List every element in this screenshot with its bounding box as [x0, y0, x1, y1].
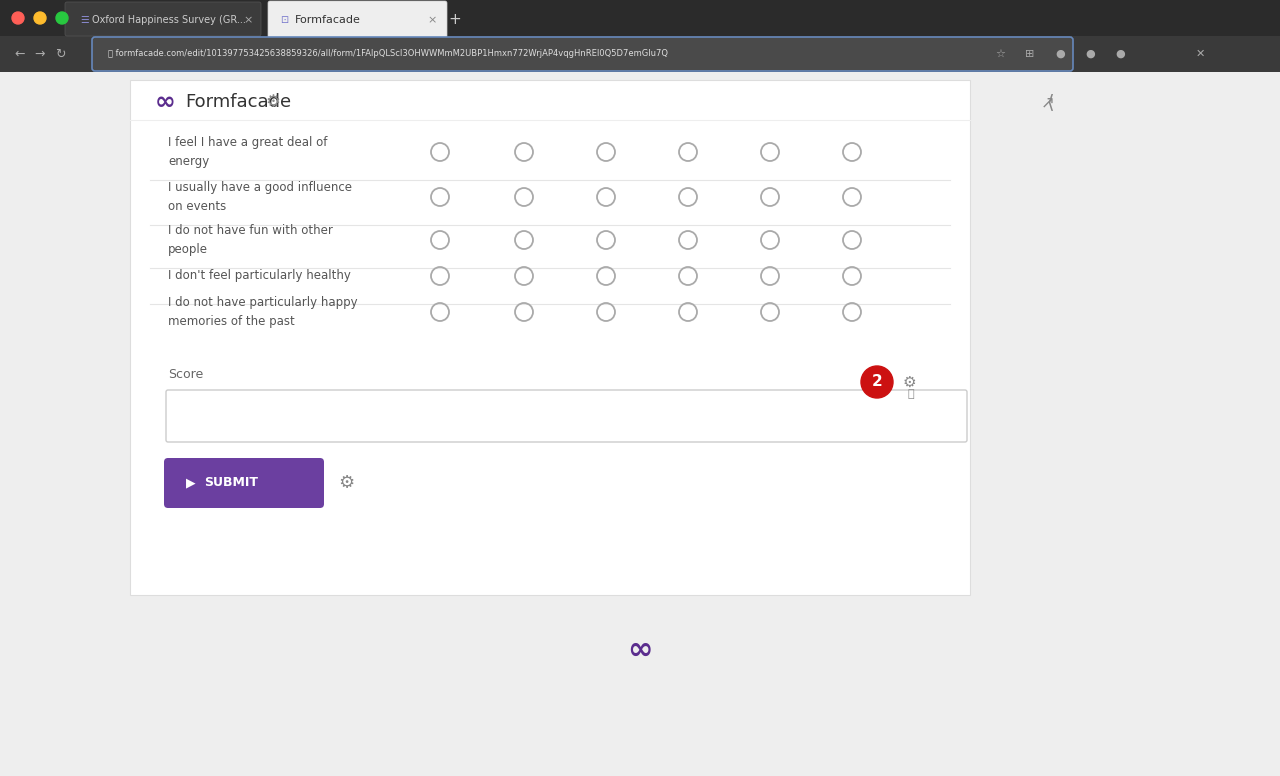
Text: ⊞: ⊞: [1025, 49, 1034, 59]
Text: ☆: ☆: [995, 49, 1005, 59]
FancyBboxPatch shape: [268, 1, 447, 38]
Text: ⊡: ⊡: [280, 15, 288, 25]
FancyBboxPatch shape: [92, 37, 1073, 71]
Circle shape: [35, 12, 46, 24]
Text: ⟨: ⟨: [1046, 92, 1053, 112]
Text: ∞: ∞: [155, 90, 175, 114]
Circle shape: [12, 12, 24, 24]
Text: Oxford Happiness Survey (GR...: Oxford Happiness Survey (GR...: [92, 15, 246, 25]
Text: ⚙: ⚙: [338, 474, 355, 492]
Text: ⌖: ⌖: [908, 389, 915, 399]
FancyBboxPatch shape: [65, 2, 261, 36]
Text: SUBMIT: SUBMIT: [204, 476, 259, 490]
Text: I do not have fun with other
people: I do not have fun with other people: [168, 224, 333, 256]
Text: ●: ●: [1085, 49, 1094, 59]
Text: Formfacade: Formfacade: [186, 93, 291, 111]
Text: ✕: ✕: [1196, 49, 1204, 59]
Text: ▶: ▶: [186, 476, 196, 490]
Circle shape: [861, 366, 893, 398]
Text: 🔒 formfacade.com/edit/101397753425638859326/all/form/1FAlpQLScI3OHWWMmM2UBP1Hmxn: 🔒 formfacade.com/edit/101397753425638859…: [108, 50, 668, 58]
Text: 2: 2: [872, 375, 882, 390]
Text: ↗: ↗: [1041, 93, 1055, 111]
Text: I usually have a good influence
on events: I usually have a good influence on event…: [168, 181, 352, 213]
FancyBboxPatch shape: [164, 458, 324, 508]
Text: ●: ●: [1115, 49, 1125, 59]
Text: ∞: ∞: [627, 636, 653, 664]
Bar: [0, 36, 1280, 72]
Text: ↻: ↻: [55, 47, 65, 61]
Text: ←: ←: [15, 47, 26, 61]
Text: ☰: ☰: [79, 15, 88, 25]
Text: ×: ×: [243, 15, 252, 25]
Text: ●: ●: [1055, 49, 1065, 59]
Text: ⚙: ⚙: [265, 93, 280, 111]
Text: ×: ×: [428, 15, 436, 25]
Circle shape: [56, 12, 68, 24]
Text: +: +: [448, 12, 461, 27]
Text: I don't feel particularly healthy: I don't feel particularly healthy: [168, 269, 351, 282]
Text: I do not have particularly happy
memories of the past: I do not have particularly happy memorie…: [168, 296, 357, 328]
Bar: [0, 0, 1280, 36]
Text: I feel I have a great deal of
energy: I feel I have a great deal of energy: [168, 136, 328, 168]
Bar: [131, 80, 970, 595]
Text: →: →: [35, 47, 45, 61]
Text: ⚙: ⚙: [902, 375, 916, 390]
Text: Formfacade: Formfacade: [294, 15, 361, 25]
Text: Score: Score: [168, 369, 204, 382]
FancyBboxPatch shape: [166, 390, 966, 442]
